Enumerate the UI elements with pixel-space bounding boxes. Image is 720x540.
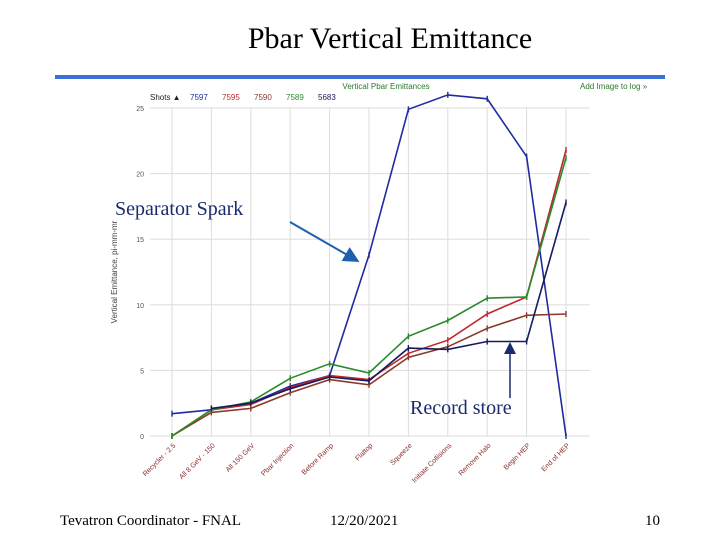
legend-entry: 5683 (318, 93, 336, 102)
chart-title: Vertical Pbar Emittances (342, 82, 429, 91)
x-axis-ticks: Recycler - 2.5 All 8 GeV - 150 All 150 GeV… (142, 442, 572, 484)
x-tick-label: Begin HEP (503, 442, 532, 471)
legend-entry: 7597 (190, 93, 208, 102)
slide-title: Pbar Vertical Emittance (247, 22, 533, 55)
x-tick-label: Recycler - 2.5 (142, 442, 178, 478)
legend-entry: 7589 (286, 93, 304, 102)
x-tick-label: Remove Halo (458, 442, 493, 477)
record-store-annotation: Record store (410, 397, 512, 419)
x-tick-label: Initiate Collisions (411, 442, 453, 484)
y-axis-label: Vertical Emittance, pi-mm-mr (110, 220, 119, 323)
legend-entry: 7595 (222, 93, 240, 102)
separator-spark-annotation: Separator Spark (115, 198, 244, 220)
y-tick-label: 20 (136, 172, 144, 179)
y-tick-label: 5 (140, 368, 144, 375)
y-tick-label: 15 (136, 237, 144, 244)
add-image-link[interactable]: Add Image to log » (580, 82, 648, 91)
y-tick-label: 25 (136, 106, 144, 113)
title-divider (55, 75, 665, 79)
separator-spark-arrow (289, 221, 360, 262)
x-tick-label: Before Ramp (301, 442, 335, 476)
series-line (211, 202, 567, 410)
footer-date: 12/20/2021 (330, 513, 399, 529)
footer-page-number: 10 (645, 513, 660, 529)
y-axis-ticks: 0 5 10 15 20 25 (136, 106, 144, 441)
y-tick-label: 10 (136, 303, 144, 310)
legend-entry: 7590 (254, 93, 272, 102)
series-layer (171, 91, 567, 439)
legend: 7597 7595 7590 7589 5683 (190, 93, 336, 102)
legend-prefix: Shots ▲ (150, 93, 181, 102)
x-tick-label: Pbar Injection (260, 442, 295, 477)
x-tick-label: Squeeze (389, 442, 414, 467)
x-tick-label: All 150 GeV (225, 442, 257, 474)
x-tick-label: Flattop (354, 442, 374, 462)
chart-grid (150, 107, 590, 437)
footer-organization: Tevatron Coordinator - FNAL (60, 513, 241, 529)
x-tick-label: All 8 GeV - 150 (178, 442, 217, 481)
x-tick-label: End of HEP (541, 442, 572, 473)
annotation-arrows (289, 221, 516, 398)
y-tick-label: 0 (140, 434, 144, 441)
